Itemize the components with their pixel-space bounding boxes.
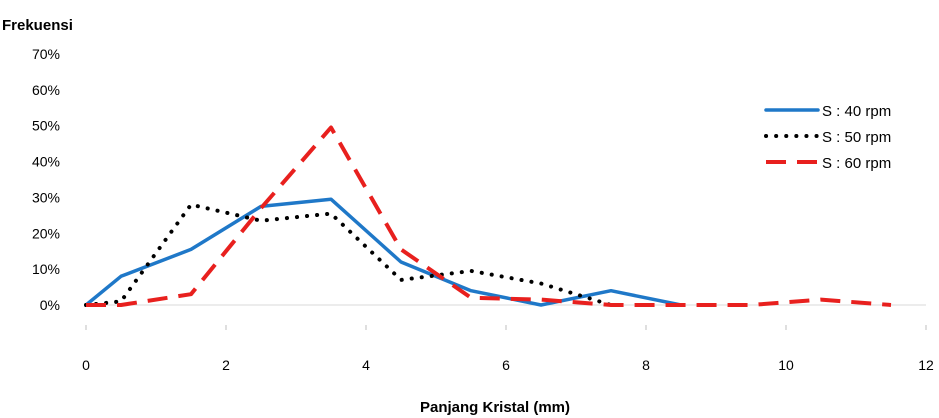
y-tick-label: 0%: [40, 297, 60, 313]
y-tick-label: 40%: [32, 154, 60, 170]
legend: S : 40 rpm S : 50 rpm S : 60 rpm: [764, 103, 891, 172]
y-axis-ticks: 0% 10% 20% 30% 40% 50% 60% 70%: [32, 46, 60, 313]
y-tick-label: 20%: [32, 225, 60, 241]
x-tick-label: 6: [502, 357, 510, 373]
y-tick-label: 30%: [32, 189, 60, 205]
x-tick-label: 0: [82, 357, 90, 373]
x-tick-label: 8: [642, 357, 650, 373]
x-tick-label: 4: [362, 357, 370, 373]
x-axis-label: Panjang Kristal (mm): [420, 399, 570, 416]
y-tick-label: 10%: [32, 261, 60, 277]
y-axis-label: Frekuensi: [2, 17, 73, 34]
x-tick-label: 12: [918, 357, 934, 373]
series-line-1: [84, 197, 683, 307]
x-axis-ticks: 0 2 4 6 8 10 12: [82, 325, 934, 373]
x-tick-label: 10: [778, 357, 794, 373]
x-tick-label: 2: [222, 357, 230, 373]
series-line-2: [84, 202, 613, 307]
series-line-3: [86, 125, 892, 307]
y-tick-label: 70%: [32, 46, 60, 62]
legend-label-1: S : 40 rpm: [822, 103, 891, 120]
series-group: [84, 125, 892, 307]
legend-label-2: S : 50 rpm: [822, 129, 891, 146]
legend-label-3: S : 60 rpm: [822, 155, 891, 172]
y-tick-label: 50%: [32, 118, 60, 134]
y-tick-label: 60%: [32, 82, 60, 98]
